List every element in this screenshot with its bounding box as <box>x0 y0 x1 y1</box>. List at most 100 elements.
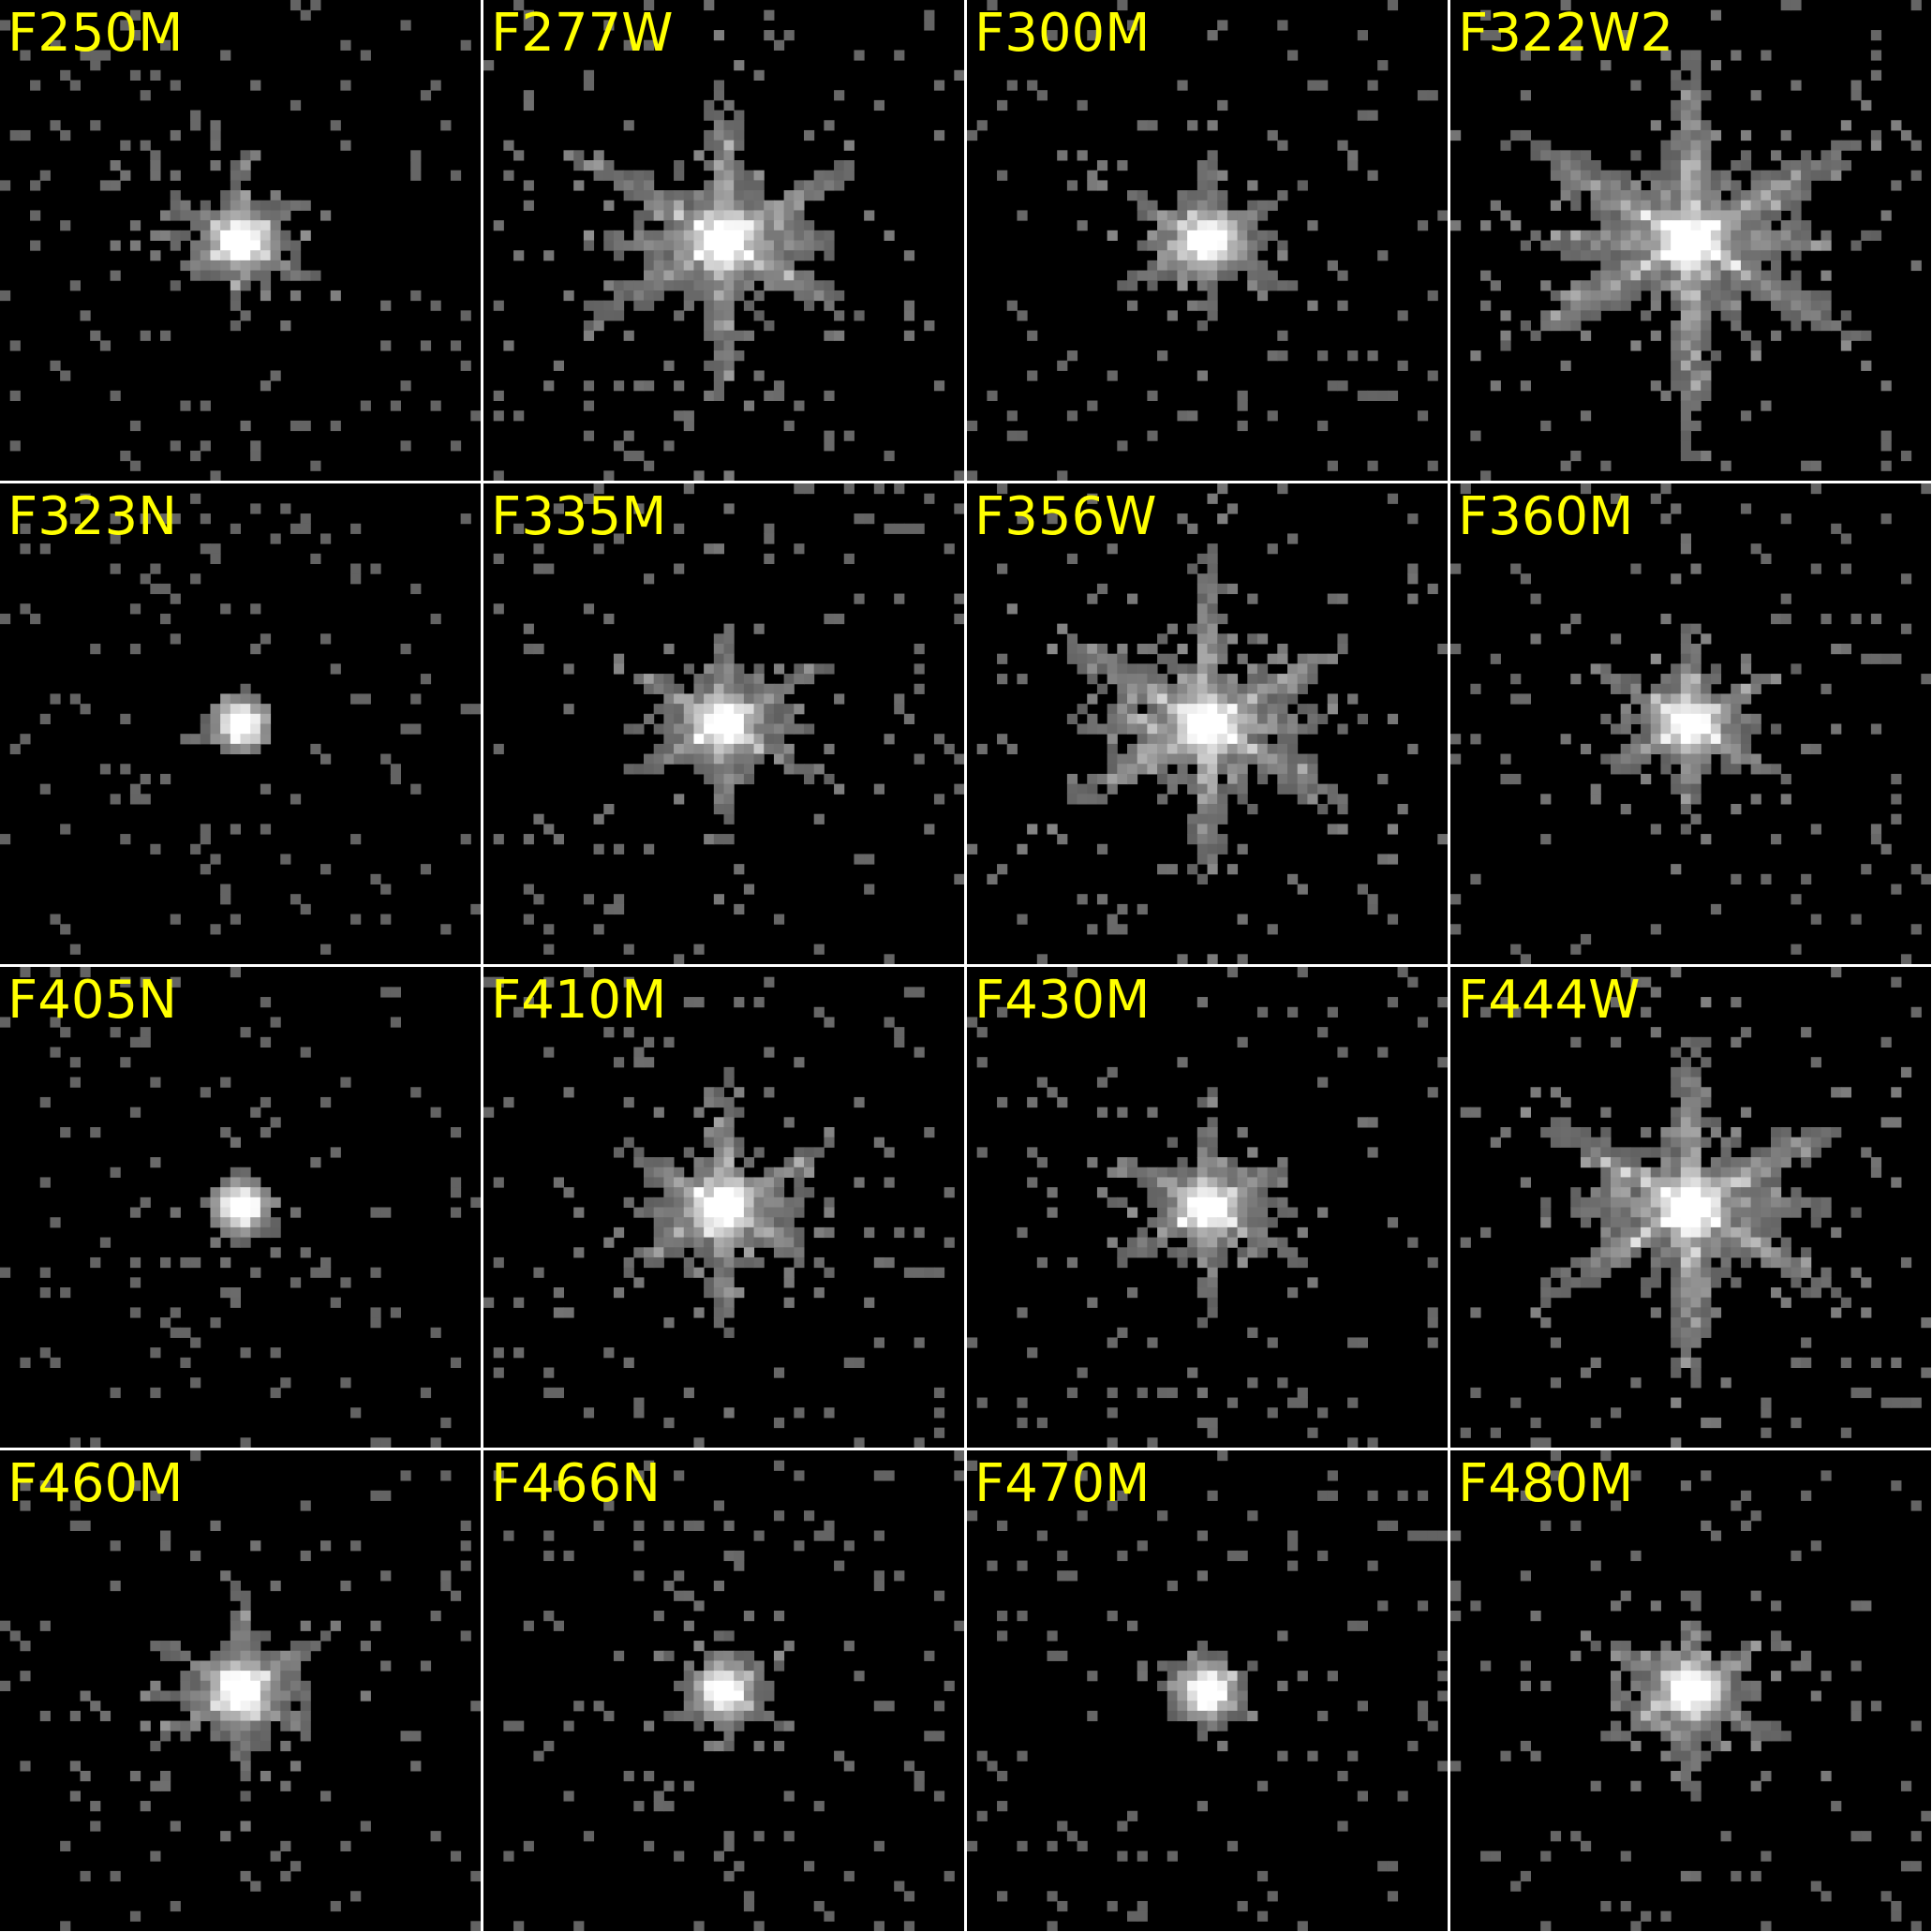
psf-pixel <box>734 1177 745 1188</box>
psf-pixel <box>1490 30 1501 41</box>
psf-pixel <box>150 1490 161 1501</box>
psf-pixel <box>734 1671 745 1682</box>
psf-pixel <box>240 1027 251 1038</box>
psf-pixel <box>99 1237 111 1248</box>
psf-pixel <box>1027 1177 1038 1188</box>
psf-pixel <box>1680 170 1691 181</box>
psf-pixel <box>1500 140 1511 151</box>
psf-pixel <box>813 1256 825 1269</box>
psf-pixel <box>1701 1057 1712 1068</box>
psf-pixel <box>1780 1731 1791 1742</box>
psf-pixel <box>1147 1187 1158 1198</box>
psf-pixel <box>1611 493 1622 504</box>
psf-pixel <box>260 1207 272 1218</box>
psf-pixel <box>1740 1167 1752 1178</box>
psf-pixel <box>1590 240 1601 251</box>
psf-pixel <box>854 50 865 61</box>
psf-pixel <box>1087 713 1098 724</box>
psf-pixel <box>1167 1187 1178 1198</box>
psf-pixel <box>1590 1277 1601 1288</box>
psf-pixel <box>90 50 101 61</box>
psf-pixel <box>1226 1157 1239 1168</box>
psf-pixel <box>1840 340 1851 351</box>
psf-pixel <box>200 543 211 555</box>
psf-pixel <box>1417 410 1429 422</box>
psf-pixel <box>894 593 905 604</box>
psf-pixel <box>129 69 141 81</box>
psf-pixel <box>370 1437 381 1448</box>
psf-pixel <box>1450 220 1462 231</box>
psf-pixel <box>1207 1187 1218 1198</box>
psf-pixel <box>674 1590 685 1601</box>
psf-pixel <box>1367 894 1378 905</box>
psf-pixel <box>1560 360 1571 371</box>
psf-pixel <box>753 270 765 281</box>
psf-pixel <box>1277 783 1288 795</box>
psf-pixel <box>1196 843 1208 855</box>
psf-pixel <box>954 503 964 514</box>
psf-pixel <box>1520 1107 1531 1118</box>
psf-pixel <box>140 330 151 341</box>
psf-pixel <box>1087 180 1098 191</box>
psf-pixel <box>1701 300 1712 311</box>
psf-pixel <box>1237 1226 1248 1239</box>
psf-pixel <box>864 1297 875 1308</box>
psf-pixel <box>1620 300 1631 311</box>
psf-pixel <box>1540 1680 1552 1691</box>
psf-pixel <box>160 1530 171 1541</box>
psf-pixel <box>1620 250 1631 261</box>
psf-pixel <box>250 200 261 211</box>
psf-pixel <box>933 1590 945 1601</box>
psf-pixel <box>713 290 724 302</box>
psf-pixel <box>1791 250 1802 261</box>
psf-pixel <box>704 773 715 785</box>
psf-pixel <box>1731 1167 1742 1178</box>
psf-pixel <box>854 1177 865 1188</box>
psf-pixel <box>460 1540 471 1552</box>
psf-pixel <box>1821 1671 1832 1682</box>
psf-pixel <box>1207 583 1218 595</box>
psf-pixel <box>1066 713 1078 724</box>
psf-pixel <box>1147 723 1158 735</box>
psf-pixel <box>200 1710 211 1722</box>
psf-pixel <box>170 593 181 604</box>
psf-pixel <box>1187 1217 1198 1228</box>
psf-pixel <box>704 1671 715 1682</box>
psf-pixel <box>1267 683 1278 694</box>
psf-pixel <box>1891 180 1902 191</box>
psf-pixel <box>1196 1247 1208 1258</box>
psf-pixel <box>713 1127 724 1138</box>
psf-pixel <box>1750 1226 1761 1239</box>
psf-pixel <box>743 884 755 895</box>
psf-pixel <box>713 360 724 371</box>
psf-pixel <box>210 210 221 221</box>
psf-pixel <box>1731 1226 1742 1239</box>
psf-pixel <box>150 1780 161 1791</box>
psf-pixel <box>1196 1801 1208 1812</box>
psf-pixel <box>1277 773 1288 785</box>
psf-pixel <box>1147 1247 1158 1258</box>
psf-pixel <box>240 1680 251 1691</box>
psf-pixel <box>533 1750 544 1761</box>
psf-pixel <box>1750 340 1761 351</box>
psf-pixel <box>1207 633 1218 645</box>
psf-pixel <box>997 653 1008 664</box>
psf-pixel <box>1107 1900 1118 1912</box>
psf-pixel <box>613 1287 625 1299</box>
psf-pixel <box>533 543 544 555</box>
psf-pixel <box>773 734 785 745</box>
psf-pixel <box>1247 1226 1258 1239</box>
psf-pixel <box>1157 1237 1168 1248</box>
psf-pixel <box>663 190 675 201</box>
psf-pixel <box>1611 1701 1622 1712</box>
psf-pixel <box>603 240 615 251</box>
psf-image <box>0 967 481 1448</box>
psf-pixel <box>270 1226 281 1239</box>
psf-pixel <box>1297 723 1308 735</box>
psf-pixel <box>603 804 615 815</box>
psf-pixel <box>1671 280 1682 291</box>
psf-pixel <box>1671 1087 1682 1098</box>
psf-pixel <box>1671 1237 1682 1248</box>
psf-pixel <box>734 773 745 785</box>
psf-pixel <box>1177 200 1188 211</box>
